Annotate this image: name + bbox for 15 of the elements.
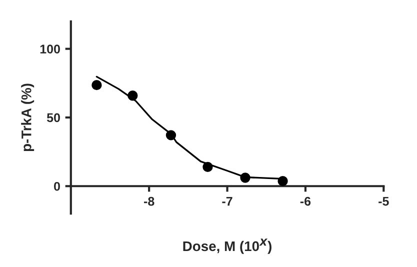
x-tick-label: -7 [222, 197, 232, 206]
y-axis-title: p-TrkA (%) [21, 84, 34, 152]
x-tick-label: -5 [378, 197, 389, 206]
x-tick-label: -8 [144, 196, 154, 206]
x-tick-label: -6 [300, 196, 311, 206]
x-axis-title: Dose, M (10$^{X}$) [183, 238, 272, 254]
y-tick-label: 100 [40, 44, 60, 54]
point [92, 80, 102, 90]
point [240, 172, 250, 183]
point [128, 90, 138, 101]
point [202, 162, 213, 172]
y-tick-label: 50 [46, 113, 60, 122]
y-tick-label: 0 [54, 182, 60, 191]
point [166, 130, 176, 140]
point [278, 176, 288, 186]
